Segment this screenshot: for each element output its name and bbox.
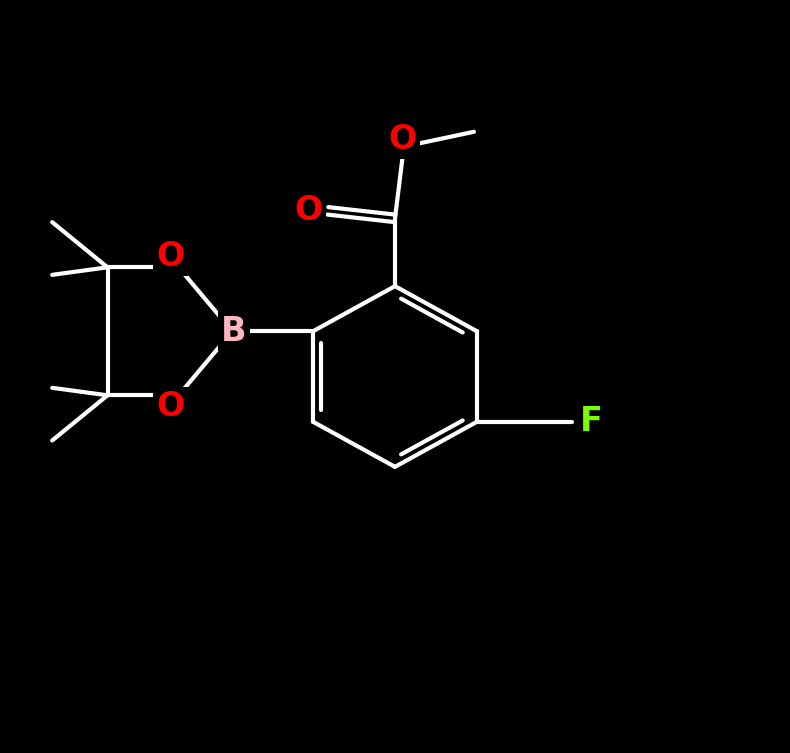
Text: F: F: [580, 405, 603, 438]
Text: O: O: [294, 194, 322, 227]
Text: B: B: [221, 315, 246, 348]
Text: O: O: [156, 239, 185, 273]
Text: O: O: [389, 123, 417, 156]
Text: O: O: [156, 390, 185, 423]
